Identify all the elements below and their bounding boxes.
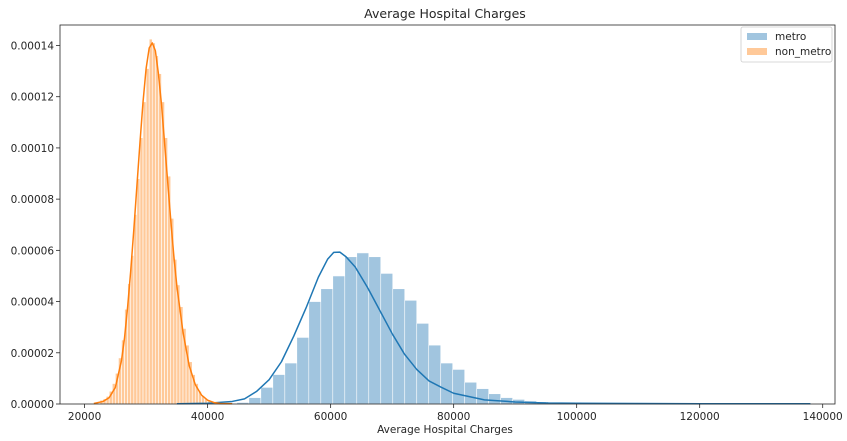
bar-metro-22 (441, 363, 453, 404)
bar-metro-23 (453, 369, 465, 404)
legend: metro non_metro (741, 27, 832, 62)
bar-non-metro-11 (134, 215, 137, 405)
x-tick-label-3: 80000 (437, 411, 470, 423)
x-tick-label-5: 120000 (680, 411, 720, 423)
y-tick-label-0: 0.00000 (11, 399, 54, 411)
bar-metro-16 (369, 257, 381, 404)
x-axis: 20000 40000 60000 80000 100000 120000 140000 (68, 404, 843, 423)
bar-metro-20 (417, 323, 429, 404)
y-tick-label-7: 0.00014 (11, 40, 55, 52)
x-axis-label: Average Hospital Charges (377, 424, 513, 436)
legend-swatch-metro (747, 33, 767, 40)
bar-metro-21 (429, 345, 441, 404)
kde-line-metro (177, 252, 811, 404)
y-tick-label-2: 0.00004 (11, 297, 55, 309)
bar-metro-15 (357, 253, 369, 404)
legend-label-metro: metro (775, 31, 806, 43)
bar-metro-12 (321, 289, 333, 404)
x-tick-label-1: 40000 (191, 411, 224, 423)
bar-metro-11 (309, 302, 321, 404)
bar-metro-19 (405, 300, 417, 404)
bar-non-metro-15 (146, 69, 149, 404)
y-tick-label-1: 0.00002 (11, 348, 54, 360)
bar-metro-13 (333, 276, 345, 404)
bar-metro-9 (285, 363, 297, 404)
y-tick-label-4: 0.00008 (11, 194, 54, 206)
chart-title: Average Hospital Charges (364, 6, 526, 21)
x-tick-label-6: 140000 (803, 411, 843, 423)
bar-metro-17 (381, 273, 393, 404)
x-tick-label-0: 20000 (68, 411, 101, 423)
y-tick-label-3: 0.00006 (11, 245, 55, 257)
bar-non-metro-16 (149, 39, 152, 404)
y-tick-label-6: 0.00012 (11, 92, 54, 104)
bar-non-metro-20 (161, 102, 164, 404)
y-axis: 0.00000 0.00002 0.00004 0.00006 0.00008 0.000… (11, 40, 60, 411)
bar-metro-24 (465, 382, 477, 404)
bar-metro-25 (477, 389, 489, 404)
bar-metro-10 (297, 337, 309, 404)
bar-metro-14 (345, 257, 357, 404)
bar-metro-7 (261, 387, 273, 404)
bar-non-metro-12 (137, 179, 140, 404)
x-tick-label-4: 100000 (557, 411, 597, 423)
bar-non-metro-17 (152, 43, 155, 404)
histogram-bars (100, 39, 813, 404)
legend-swatch-non-metro (747, 48, 767, 55)
bar-non-metro-14 (143, 102, 146, 404)
bar-metro-6 (249, 398, 261, 404)
bar-metro-26 (489, 394, 501, 404)
bar-non-metro-10 (131, 255, 134, 404)
bar-metro-18 (393, 289, 405, 404)
y-tick-label-5: 0.00010 (11, 143, 54, 155)
bar-non-metro-13 (140, 138, 143, 404)
bar-non-metro-19 (158, 74, 161, 404)
bar-non-metro-18 (155, 56, 158, 404)
kde-curves (94, 43, 811, 404)
legend-label-non-metro: non_metro (775, 46, 831, 58)
x-tick-label-2: 60000 (314, 411, 347, 423)
bar-metro-8 (273, 375, 285, 404)
